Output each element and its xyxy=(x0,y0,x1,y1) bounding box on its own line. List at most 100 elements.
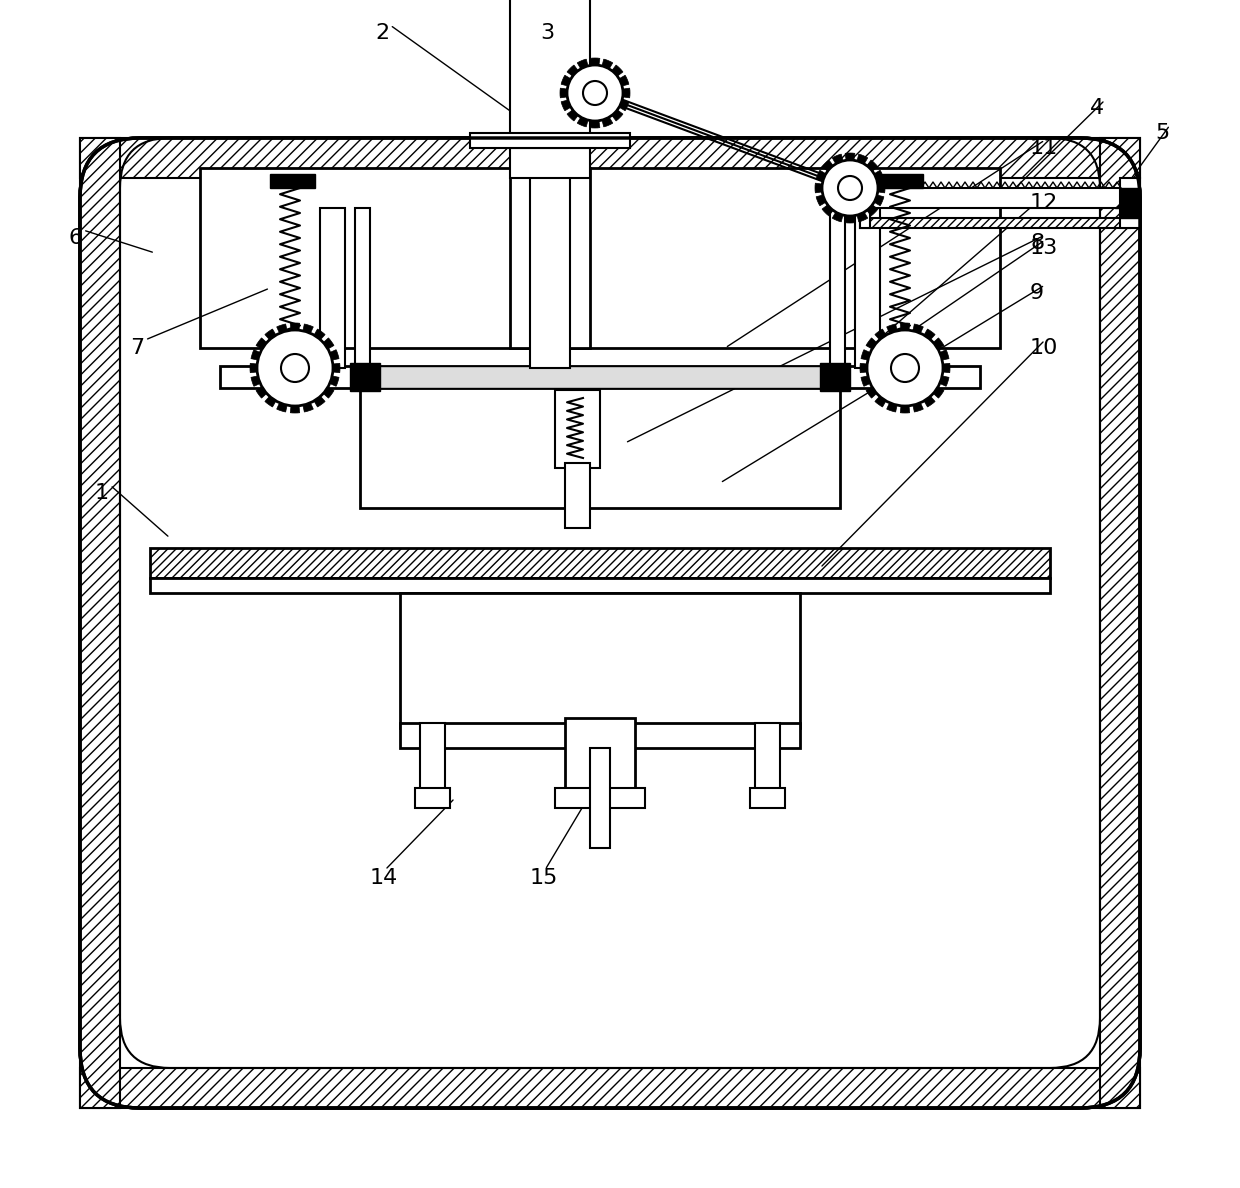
Wedge shape xyxy=(578,118,588,127)
Wedge shape xyxy=(832,154,843,164)
Bar xyxy=(355,208,370,368)
Wedge shape xyxy=(861,349,870,360)
Bar xyxy=(565,718,635,798)
Wedge shape xyxy=(255,337,267,349)
Wedge shape xyxy=(815,183,822,192)
Bar xyxy=(529,168,570,368)
Bar xyxy=(861,219,1130,228)
Wedge shape xyxy=(816,170,826,181)
Wedge shape xyxy=(857,213,868,222)
Bar xyxy=(81,138,120,1108)
Wedge shape xyxy=(277,324,288,334)
Bar xyxy=(219,366,980,388)
Text: 8: 8 xyxy=(1030,233,1044,253)
Wedge shape xyxy=(314,329,325,340)
Bar xyxy=(360,368,839,508)
Circle shape xyxy=(567,65,622,121)
Wedge shape xyxy=(822,160,833,171)
Wedge shape xyxy=(846,153,854,160)
Wedge shape xyxy=(913,403,924,412)
Wedge shape xyxy=(562,75,570,86)
Bar xyxy=(510,168,590,348)
Wedge shape xyxy=(875,329,887,340)
Bar xyxy=(81,138,1140,178)
Bar xyxy=(1100,138,1140,1108)
Wedge shape xyxy=(874,195,884,206)
Wedge shape xyxy=(822,204,833,216)
Wedge shape xyxy=(567,109,578,121)
Wedge shape xyxy=(619,100,629,110)
Wedge shape xyxy=(303,324,314,334)
Wedge shape xyxy=(900,323,910,330)
Text: 10: 10 xyxy=(1030,339,1059,358)
Circle shape xyxy=(838,176,862,200)
Text: 12: 12 xyxy=(1030,192,1058,213)
Bar xyxy=(401,723,800,748)
Bar xyxy=(861,178,870,228)
Wedge shape xyxy=(816,195,826,206)
Wedge shape xyxy=(330,349,339,360)
Wedge shape xyxy=(900,406,910,413)
FancyBboxPatch shape xyxy=(81,138,1140,1108)
Wedge shape xyxy=(940,349,949,360)
Wedge shape xyxy=(250,375,260,386)
Wedge shape xyxy=(601,118,613,127)
Bar xyxy=(415,788,450,808)
Text: 4: 4 xyxy=(1090,97,1104,118)
Bar xyxy=(150,548,1050,579)
Wedge shape xyxy=(324,387,334,398)
Wedge shape xyxy=(924,397,935,407)
Bar xyxy=(510,148,590,178)
Wedge shape xyxy=(290,323,300,330)
Bar xyxy=(510,0,590,138)
Wedge shape xyxy=(942,364,950,373)
Wedge shape xyxy=(861,364,867,373)
Wedge shape xyxy=(861,375,870,386)
Bar xyxy=(350,364,379,391)
Wedge shape xyxy=(265,329,277,340)
Wedge shape xyxy=(330,375,339,386)
Wedge shape xyxy=(590,58,600,65)
Wedge shape xyxy=(866,337,877,349)
Circle shape xyxy=(867,330,942,406)
Bar xyxy=(320,208,345,368)
Wedge shape xyxy=(934,387,944,398)
Wedge shape xyxy=(324,337,334,349)
Bar xyxy=(270,173,315,188)
Wedge shape xyxy=(934,337,944,349)
Wedge shape xyxy=(622,88,630,97)
Text: 6: 6 xyxy=(68,228,82,248)
Wedge shape xyxy=(867,204,878,216)
Bar xyxy=(861,190,1130,198)
Bar xyxy=(861,188,1120,208)
Wedge shape xyxy=(567,65,578,76)
Bar xyxy=(1120,188,1140,219)
Text: 11: 11 xyxy=(1030,138,1058,158)
Bar xyxy=(755,723,780,794)
Bar xyxy=(150,579,1050,593)
Text: 2: 2 xyxy=(374,23,389,43)
Wedge shape xyxy=(332,364,340,373)
Bar xyxy=(401,593,800,728)
Wedge shape xyxy=(866,387,877,398)
Bar xyxy=(830,208,844,368)
Circle shape xyxy=(257,330,334,406)
Wedge shape xyxy=(846,216,854,223)
Wedge shape xyxy=(250,364,257,373)
Bar xyxy=(565,463,590,527)
Wedge shape xyxy=(857,154,868,164)
Bar xyxy=(878,173,923,188)
Bar xyxy=(370,366,830,388)
Wedge shape xyxy=(887,403,897,412)
Wedge shape xyxy=(314,397,325,407)
Wedge shape xyxy=(611,65,622,76)
Wedge shape xyxy=(590,121,600,128)
Bar xyxy=(420,723,445,794)
Bar xyxy=(81,1068,1140,1108)
Bar xyxy=(590,748,610,848)
Bar xyxy=(856,208,880,368)
Wedge shape xyxy=(867,160,878,171)
Wedge shape xyxy=(601,59,613,69)
Polygon shape xyxy=(1115,188,1135,208)
Bar xyxy=(820,364,849,391)
